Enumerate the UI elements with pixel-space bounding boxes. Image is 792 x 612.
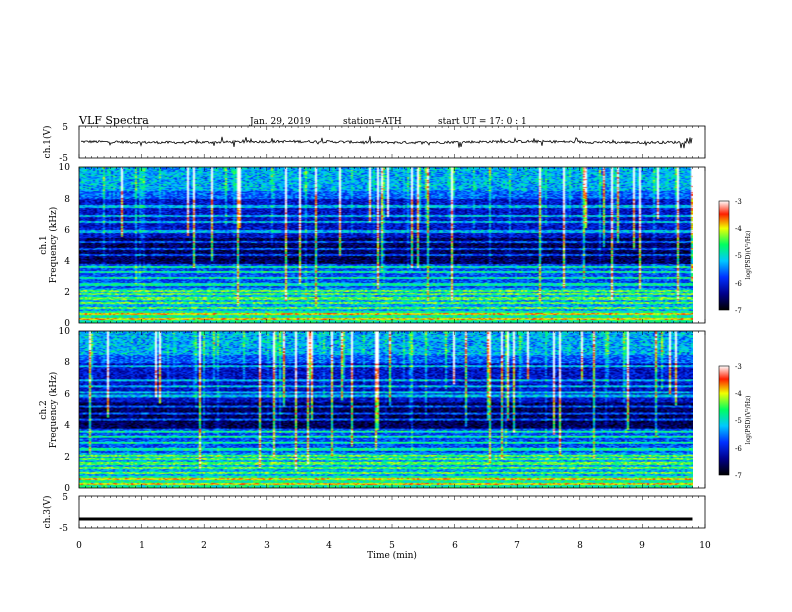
ch1-ytick-10: 10 <box>59 163 71 173</box>
ch1-ytick-4: 4 <box>64 257 70 267</box>
ch1-waveform-panel: 5 -5 ch.1(V) <box>42 123 706 164</box>
ch2-colorbar-tick-m6: -6 <box>735 445 742 453</box>
ch2-ytick-2: 2 <box>64 453 70 463</box>
xtick-4: 4 <box>326 541 332 551</box>
ch1-spectrogram-image <box>79 167 693 323</box>
ch1-channel-label: ch.1 <box>39 235 49 254</box>
ch1-ytick-6: 6 <box>64 226 70 236</box>
ch1-waveform-ticks <box>78 126 706 158</box>
ch2-ytick-8: 8 <box>64 358 70 368</box>
ch2-ytick-10: 10 <box>59 327 71 337</box>
xtick-5: 5 <box>389 541 395 551</box>
ch1-frequency-ylabel: Frequency (kHz) <box>48 207 59 284</box>
ch2-colorbar-label: log(PSD)(V²/Hz) <box>745 396 752 445</box>
ch1-colorbar: -3 -4 -5 -6 -7 log(PSD)(V²/Hz) <box>718 198 752 315</box>
ch1-colorbar-scale <box>718 200 730 311</box>
ch2-colorbar-tick-m3: -3 <box>735 363 742 371</box>
xtick-10: 10 <box>699 541 711 551</box>
xtick-2: 2 <box>201 541 207 551</box>
ch1-ytick-0: 0 <box>64 319 70 329</box>
date-label: Jan. 29, 2019 <box>249 117 311 127</box>
ch2-ytick-4: 4 <box>64 421 70 431</box>
ch1-colorbar-tick-m5: -5 <box>735 252 742 260</box>
ch1-colorbar-tick-m6: -6 <box>735 280 742 288</box>
station-label: station=ATH <box>343 117 402 127</box>
xtick-6: 6 <box>452 541 458 551</box>
ch2-spectrogram-image <box>79 331 693 488</box>
ch2-frequency-ylabel: Frequency (kHz) <box>48 372 59 449</box>
ch1-spectrogram-yticks: 0 2 4 6 8 10 <box>59 163 71 329</box>
ch1-colorbar-tick-m3: -3 <box>735 198 742 206</box>
ch3-waveform-panel: 5 -5 ch.3(V) <box>42 493 706 534</box>
ch2-spectrogram-ticks <box>78 331 706 488</box>
ch2-spectrogram-panel: 0 2 4 6 8 10 ch.2 Frequency (kHz) <box>39 327 706 494</box>
xtick-9: 9 <box>639 541 645 551</box>
ch2-colorbar: -3 -4 -5 -6 -7 log(PSD)(V²/Hz) <box>718 363 752 480</box>
ch3-waveform-ticks <box>78 496 706 528</box>
ch1-colorbar-tick-m4: -4 <box>735 225 742 233</box>
ch3-waveform-frame <box>78 495 706 529</box>
ch1-spectrogram-ticks <box>78 167 706 323</box>
ch1-colorbar-tick-m7: -7 <box>735 307 742 315</box>
ch2-channel-label: ch.2 <box>39 400 49 419</box>
start-time-label: start UT = 17: 0 : 1 <box>438 117 527 127</box>
xaxis-label: Time (min) <box>367 550 417 561</box>
ch2-spectrogram-yticks: 0 2 4 6 8 10 <box>59 327 71 494</box>
time-axis: 0 1 2 3 4 5 6 7 8 9 10 Time (min) <box>76 541 711 561</box>
ch1-colorbar-label: log(PSD)(V²/Hz) <box>745 231 752 280</box>
ch2-colorbar-tick-m5: -5 <box>735 417 742 425</box>
xtick-3: 3 <box>264 541 270 551</box>
ch2-colorbar-tick-m4: -4 <box>735 390 742 398</box>
ch1-waveform-ylabel: ch.1(V) <box>42 126 53 159</box>
xtick-8: 8 <box>577 541 583 551</box>
xtick-0: 0 <box>76 541 82 551</box>
ch1-ytick-2: 2 <box>64 288 70 298</box>
ch2-ytick-6: 6 <box>64 390 70 400</box>
ch1-ytick-bottom: -5 <box>59 154 68 164</box>
ch2-colorbar-scale <box>718 365 730 476</box>
ch2-ytick-0: 0 <box>64 484 70 494</box>
xtick-7: 7 <box>514 541 520 551</box>
ch3-ytick-bottom: -5 <box>59 524 68 534</box>
ch1-ytick-top: 5 <box>62 123 68 133</box>
ch2-colorbar-tick-m7: -7 <box>735 472 742 480</box>
ch1-spectrogram-panel: 0 2 4 6 8 10 ch.1 Frequency (kHz) <box>39 163 706 329</box>
ch3-waveform-ylabel: ch.3(V) <box>42 496 53 529</box>
xtick-1: 1 <box>139 541 145 551</box>
ch1-waveform-trace <box>80 135 693 149</box>
figure-title: VLF Spectra <box>78 114 149 127</box>
ch3-ytick-top: 5 <box>62 493 68 503</box>
ch1-ytick-8: 8 <box>64 195 70 205</box>
